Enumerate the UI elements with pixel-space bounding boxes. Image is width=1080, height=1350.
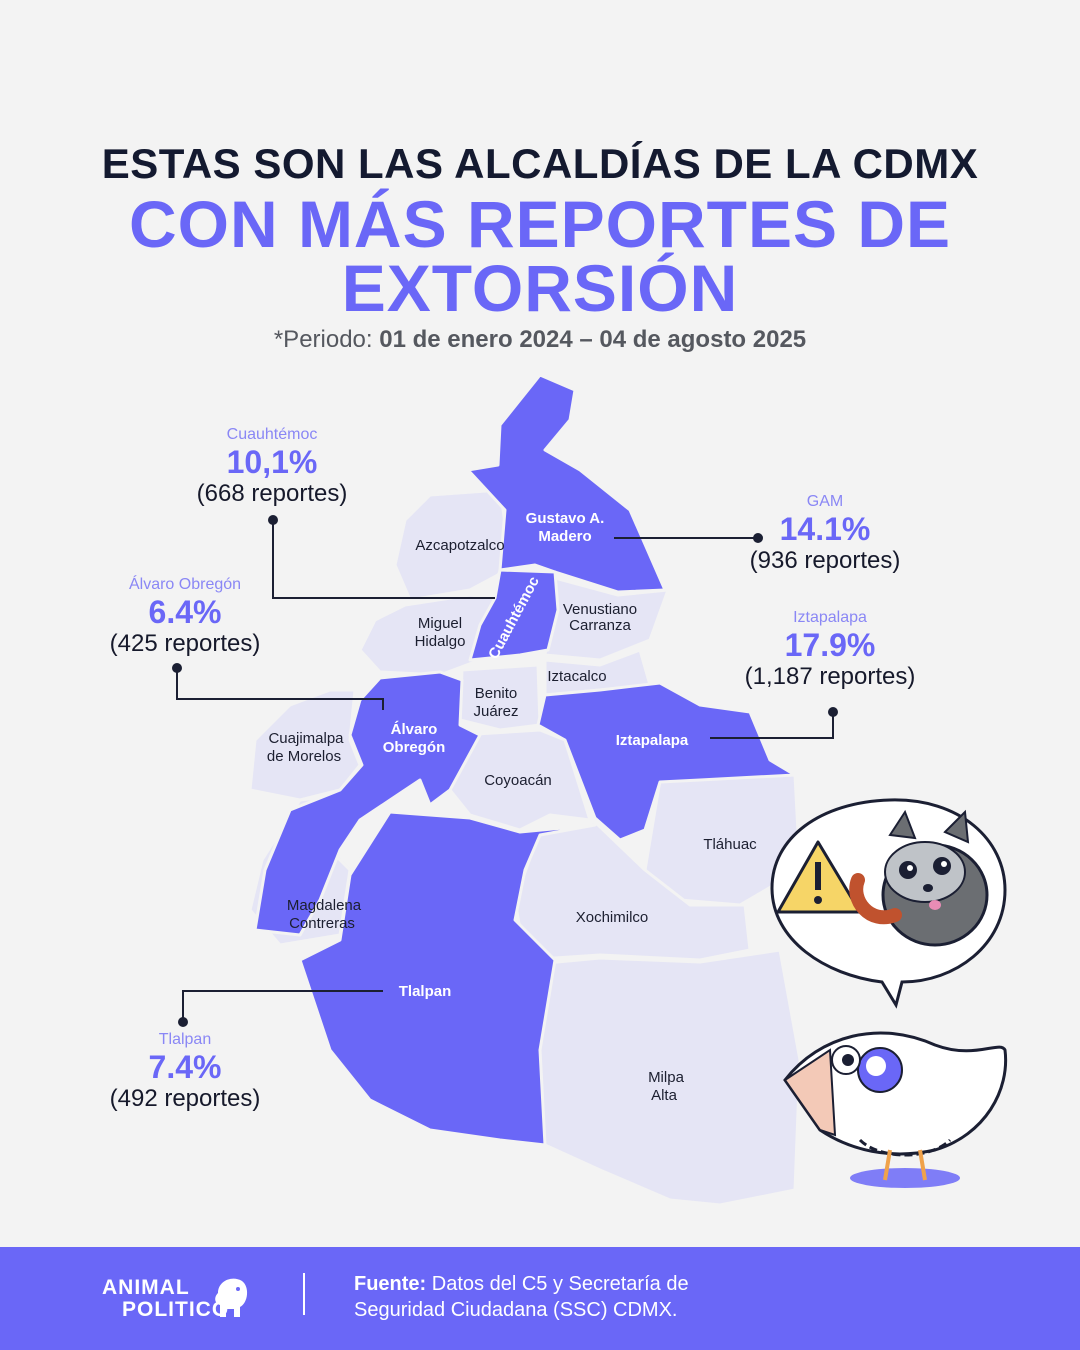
leader-alvaro [176,668,384,710]
callout-iztapalapa: Iztapalapa 17.9% (1,187 reportes) [725,609,935,691]
period-prefix: *Periodo: [273,326,380,353]
callout-gam: GAM 14.1% (936 reportes) [725,493,925,575]
callout-alvaro-pct: 6.4% [148,594,222,630]
label-cuajimalpa-2: de Morelos [267,748,341,765]
callout-cuauhtemoc-name: Cuauhtémoc [226,426,318,443]
source-label: Fuente: [354,1273,427,1295]
callout-gam-name: GAM [806,493,844,510]
elephant-logo-icon [215,1278,248,1317]
callout-alvaro-reports: (425 reportes) [109,630,261,657]
label-magdalena-1: Magdalena [287,897,362,914]
logo-line-1: ANIMAL [102,1276,190,1299]
speech-bubble [770,798,1007,1009]
region-azcapotzalco [393,488,512,602]
callout-alvaro-name: Álvaro Obregón [128,576,242,593]
label-miguel-1: Miguel [418,615,462,632]
callout-tlalpan-reports: (492 reportes) [109,1085,261,1112]
callout-iztapalapa-reports: (1,187 reportes) [744,663,916,690]
region-alvaro-obregon [253,670,482,937]
region-coyoacan [448,728,592,832]
footer-bar: ANIMAL POLITICO Fuente: Datos del C5 y S… [0,1247,1080,1350]
label-miguel-2: Hidalgo [415,633,466,650]
leader-tlalpan [182,990,383,1022]
label-cuajimalpa-1: Cuajimalpa [268,730,344,747]
label-venustiano-1: Venustiano [563,601,637,618]
callout-tlalpan-name: Tlalpan [158,1031,212,1048]
callout-iztapalapa-name: Iztapalapa [793,609,867,626]
callout-iztapalapa-pct: 17.9% [784,627,876,663]
leader-cuauhtemoc [272,520,495,599]
title-line-2a: CON MÁS REPORTES DE [128,187,952,261]
footer-divider [303,1273,305,1315]
cdmx-map: Gustavo A. Madero Azcapotzalco Cuauhtémo… [172,373,1008,1207]
label-iztapalapa: Iztapalapa [616,732,689,749]
label-alvaro-2: Obregón [383,739,446,756]
callout-tlalpan: Tlalpan 7.4% (492 reportes) [85,1031,285,1113]
logo-line-2: POLITICO [122,1298,230,1321]
label-iztacalco: Iztacalco [547,668,606,685]
label-coyoacan: Coyoacán [484,772,552,789]
label-milpa-2: Alta [651,1087,678,1104]
label-tlahuac: Tláhuac [703,836,757,853]
period-text: *Periodo: 01 de enero 2024 – 04 de agost… [0,326,1080,354]
leader-lines [176,520,834,1022]
label-gam-1: Gustavo A. [526,510,605,527]
label-xochimilco: Xochimilco [576,909,649,926]
callout-tlalpan-pct: 7.4% [148,1049,222,1085]
label-alvaro-1: Álvaro [391,721,438,738]
animal-politico-logo: ANIMAL POLITICO [102,1276,248,1321]
callout-alvaro: Álvaro Obregón 6.4% (425 reportes) [85,576,285,658]
region-tlalpan [298,810,597,1147]
label-magdalena-2: Contreras [289,915,355,932]
region-venustiano-carranza [543,576,670,662]
label-benito-2: Juárez [473,703,518,720]
source-text: Fuente: Datos del C5 y Secretaría de Seg… [354,1271,689,1323]
region-cuajimalpa [248,688,362,802]
region-cuauhtemoc [468,568,560,662]
callout-cuauhtemoc: Cuauhtémoc 10,1% (668 reportes) [172,426,372,508]
source-text-1: Datos del C5 y Secretaría de [426,1273,689,1295]
callout-gam-pct: 14.1% [779,511,871,547]
label-benito-1: Benito [475,685,518,702]
callout-cuauhtemoc-reports: (668 reportes) [196,480,348,507]
chicken-illustration [783,1031,1008,1188]
callout-gam-reports: (936 reportes) [749,547,901,574]
label-azcapotzalco: Azcapotzalco [415,537,504,554]
label-milpa-1: Milpa [648,1069,685,1086]
title-line-2b: EXTORSIÓN [341,251,739,325]
warning-icon [776,840,862,914]
label-tlalpan: Tlalpan [399,983,452,1000]
raccoon-illustration [849,809,989,947]
source-text-2: Seguridad Ciudadana (SSC) CDMX. [354,1299,678,1321]
leader-dots [172,515,838,1027]
title-line-2: CON MÁS REPORTES DE EXTORSIÓN [0,187,1080,325]
period-range: 01 de enero 2024 – 04 de agosto 2025 [379,326,807,353]
leader-iztapalapa [710,712,834,739]
label-gam-2: Madero [538,528,591,545]
callout-cuauhtemoc-pct: 10,1% [226,444,318,480]
label-venustiano-2: Carranza [569,617,631,634]
region-iztapalapa [536,681,797,842]
title-line-1: ESTAS SON LAS ALCALDÍAS DE LA CDMX [101,140,979,187]
